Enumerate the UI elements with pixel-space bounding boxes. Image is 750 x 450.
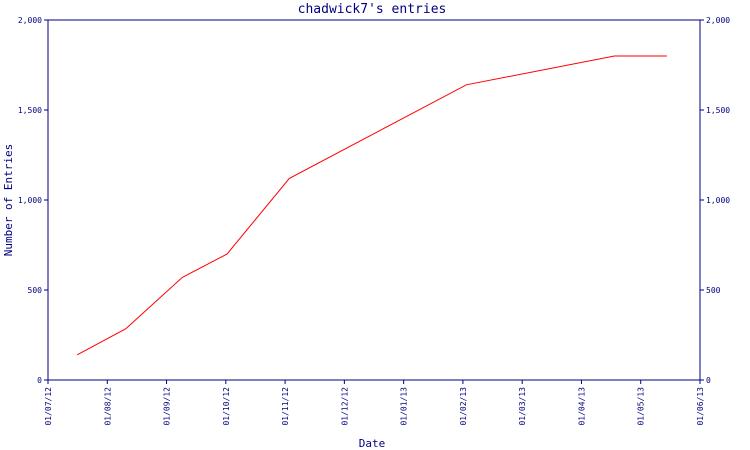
x-tick-label: 01/06/13 — [696, 387, 705, 426]
x-tick-label: 01/12/12 — [340, 387, 349, 426]
y-tick-label-left: 2,000 — [18, 16, 42, 25]
y-tick-label-right: 1,500 — [706, 106, 730, 115]
x-axis-ticks: 01/07/12 01/08/12 01/09/12 01/10/12 01/11/12… — [44, 380, 705, 426]
x-tick-label: 01/01/13 — [400, 387, 409, 426]
series-group — [76, 55, 667, 356]
x-tick-label: 01/10/12 — [222, 387, 231, 426]
y-tick-label-right: 2,000 — [706, 16, 730, 25]
y-tick-label-right: 0 — [706, 376, 711, 385]
x-tick-label: 01/02/13 — [459, 387, 468, 426]
y-axis-label: Number of Entries — [2, 144, 15, 257]
y-tick-label-left: 500 — [28, 286, 43, 295]
y-tick-label-left: 1,000 — [18, 196, 42, 205]
x-tick-label: 01/04/13 — [577, 387, 586, 426]
chart-title: chadwick7's entries — [298, 2, 447, 17]
x-tick-label: 01/05/13 — [637, 387, 646, 426]
series-line — [76, 55, 667, 356]
x-tick-label: 01/03/13 — [518, 387, 527, 426]
y-axis-ticks: 0 0 500 500 1,000 1,000 1,500 1,500 2,000 2,000 — [18, 16, 730, 385]
x-tick-label: 01/09/12 — [163, 387, 172, 426]
y-tick-label-right: 1,000 — [706, 196, 730, 205]
y-tick-label-left: 0 — [37, 376, 42, 385]
x-tick-label: 01/08/12 — [103, 387, 112, 426]
y-tick-label-right: 500 — [706, 286, 721, 295]
x-tick-label: 01/07/12 — [44, 387, 53, 426]
x-tick-label: 01/11/12 — [281, 387, 290, 426]
x-axis-label: Date — [359, 437, 386, 450]
y-tick-label-left: 1,500 — [18, 106, 42, 115]
plot-area — [47, 19, 701, 381]
